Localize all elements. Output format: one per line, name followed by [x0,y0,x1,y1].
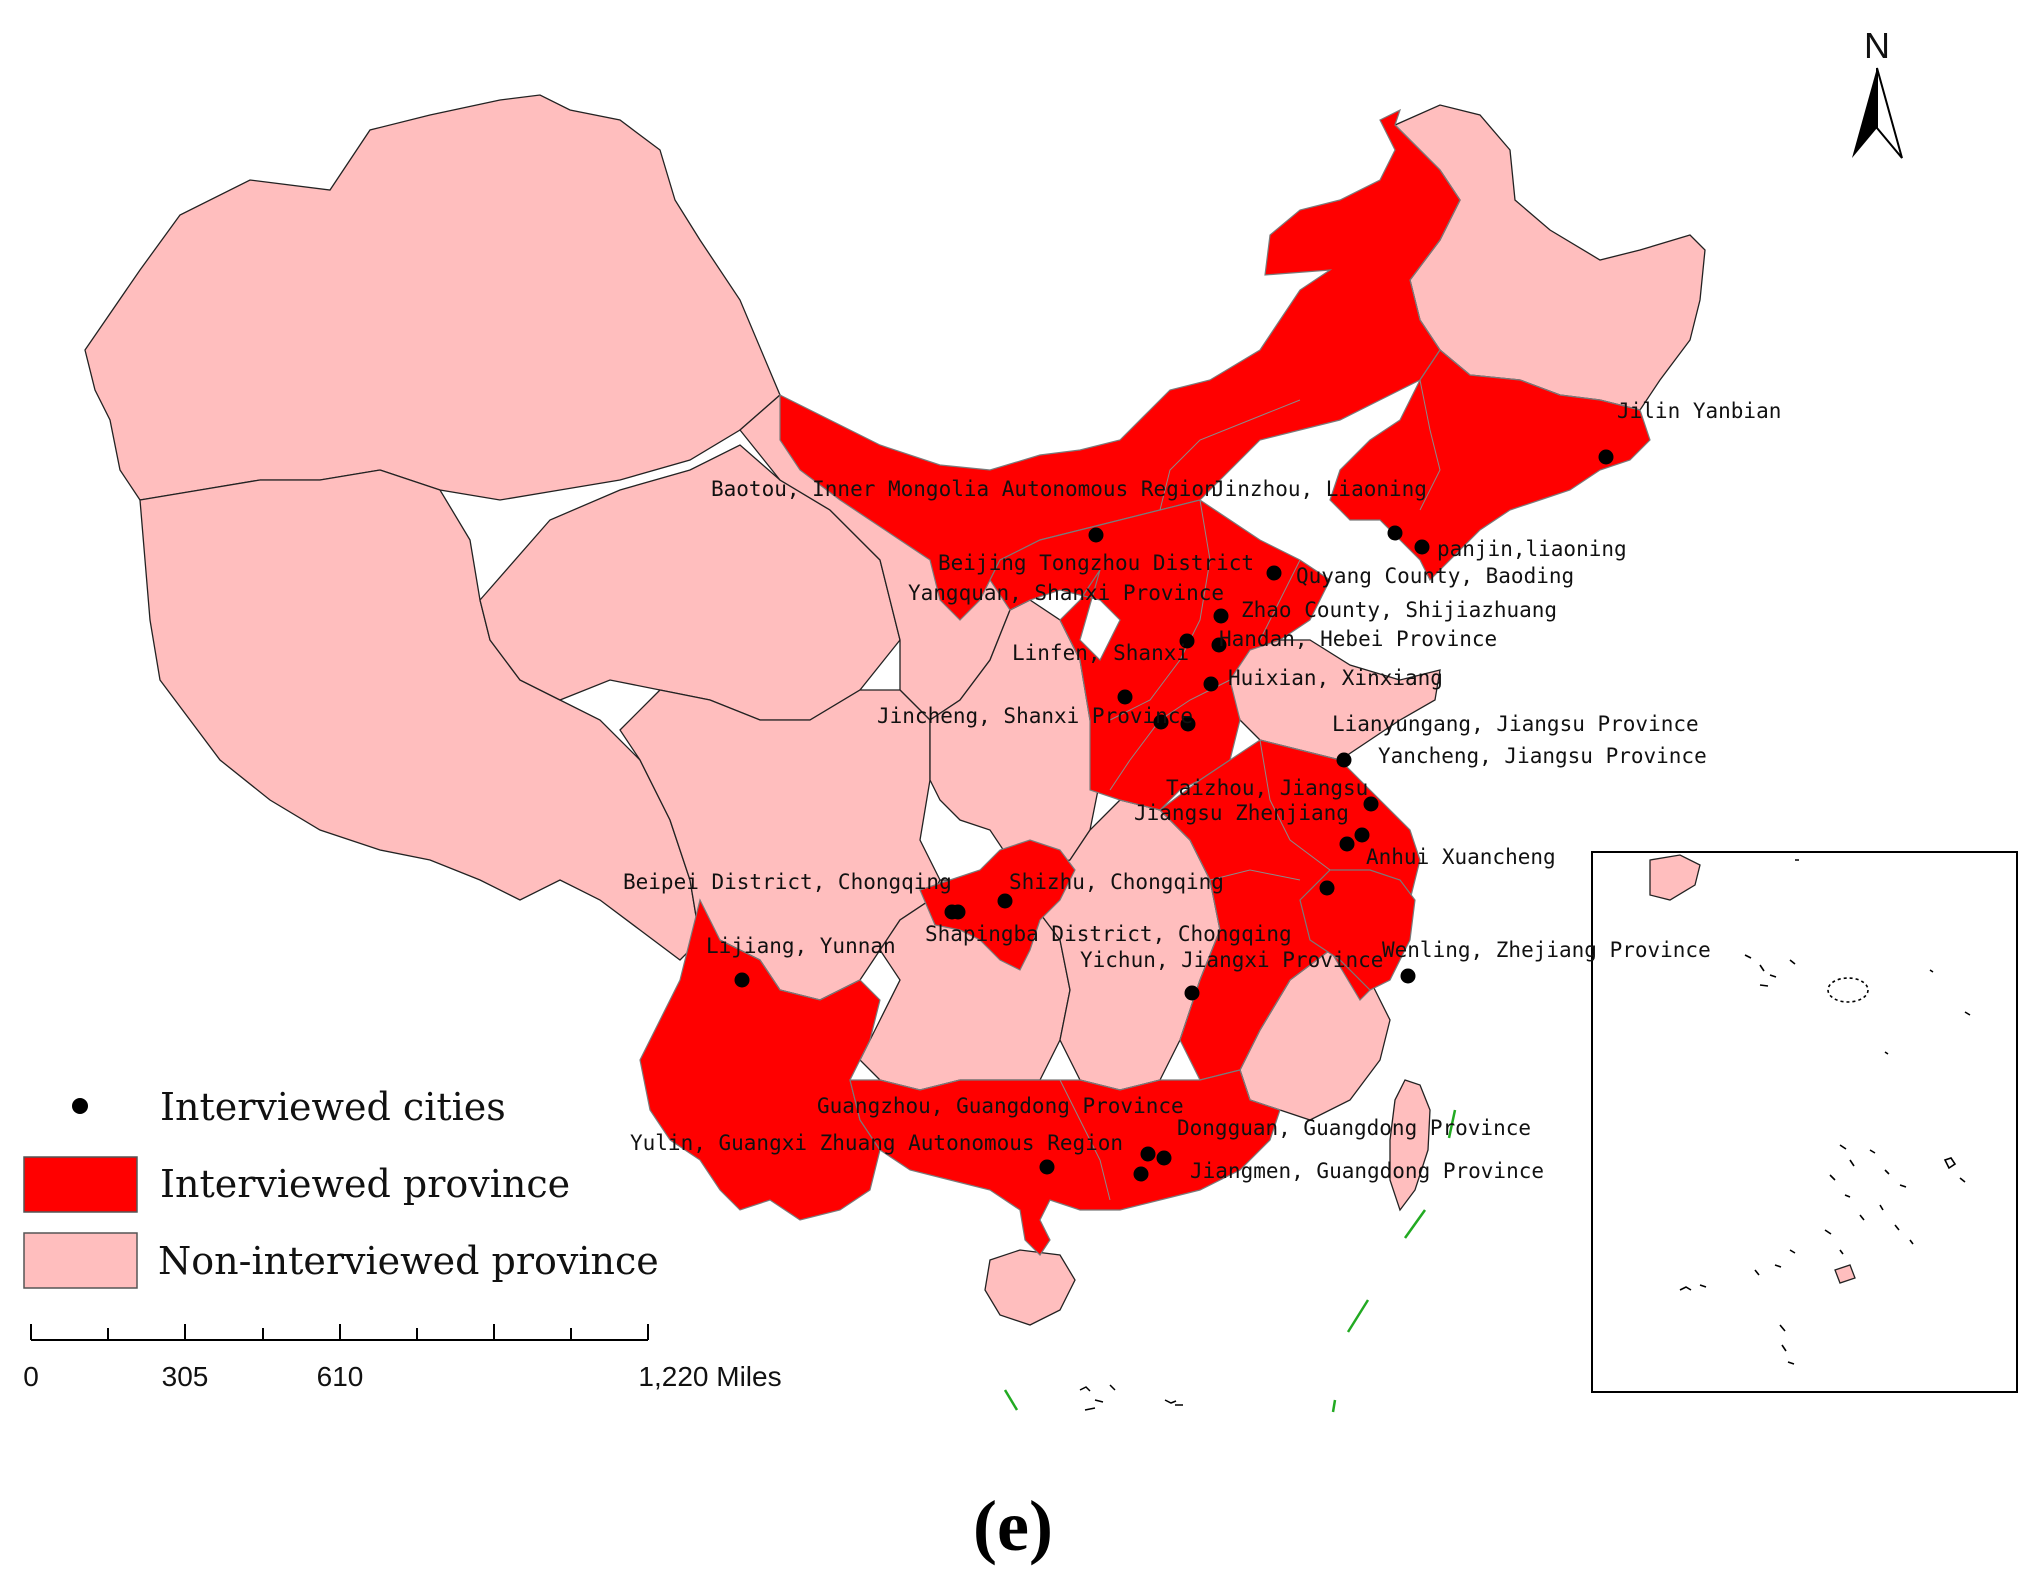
province-inner-mongolia [779,108,1461,621]
city-marker [1184,985,1200,1001]
city-marker [1179,633,1195,649]
city-label: Taizhou, Jiangsu [1166,776,1368,800]
legend-label-non-interviewed: Non-interviewed province [158,1239,659,1283]
city-marker [1400,968,1416,984]
nine-dash-line [1003,1109,1457,1413]
city-marker [1414,539,1430,555]
city-marker [997,893,1013,909]
north-arrow-icon [1852,68,1877,158]
city-marker [1598,449,1614,465]
city-label: Yulin, Guangxi Zhuang Autonomous Region [630,1131,1123,1155]
legend-label-interviewed: Interviewed province [160,1162,570,1206]
legend-swatch-interviewed [23,1156,138,1213]
city-label: Anhui Xuancheng [1366,845,1556,869]
city-label: Jiangmen, Guangdong Province [1190,1159,1544,1183]
legend-label-cities: Interviewed cities [160,1085,506,1129]
south-china-sea-inset [1591,851,2018,1393]
city-label: panjin,liaoning [1437,537,1627,561]
province-jilin-liaoning [1329,349,1651,582]
city-marker [1387,525,1403,541]
city-marker [1088,527,1104,543]
city-label: Yichun, Jiangxi Province [1080,948,1383,972]
province-chongqing [919,839,1076,971]
city-marker [1039,1159,1055,1175]
city-marker [1133,1166,1149,1182]
city-label: Huixian, Xinxiang [1228,666,1443,690]
interviewed-provinces [639,108,1651,1256]
scale-label: 0 [23,1361,39,1392]
north-label: N [1864,25,1890,66]
legend: Interviewed cities Interviewed province … [23,1085,659,1289]
province-shandong [1229,639,1441,761]
city-label: Jiangsu Zhenjiang [1134,801,1349,825]
city-label: Beijing Tongzhou District [938,551,1254,575]
province-yunnan [639,898,881,1221]
city-label: Yangquan, Shanxi Province [908,581,1224,605]
south-sea-islands [1079,1384,1183,1411]
city-label: Shizhu, Chongqing [1009,870,1224,894]
city-label: Handan, Hebei Province [1219,627,1497,651]
city-labels: Jilin Yanbian Baotou, Inner Mongolia Aut… [623,399,1781,1183]
city-label: Yancheng, Jiangsu Province [1378,744,1707,768]
city-label: Dongguan, Guangdong Province [1177,1116,1531,1140]
city-marker [1213,608,1229,624]
city-marker [950,904,966,920]
city-label: Quyang County, Baoding [1296,564,1574,588]
city-markers [734,449,1614,1182]
city-label: Guangzhou, Guangdong Province [817,1094,1184,1118]
legend-swatch-non-interviewed [23,1232,138,1289]
city-label: Wenling, Zhejiang Province [1382,938,1711,962]
city-label: Jincheng, Shanxi Province [877,704,1193,728]
city-marker [1336,752,1352,768]
scale-bar: 0 305 610 1,220 Miles [23,1324,782,1392]
city-marker [1156,1150,1172,1166]
province-guangxi-guangdong [849,1069,1281,1256]
city-marker [1117,689,1133,705]
city-label: Lijiang, Yunnan [706,934,896,958]
province-hainan [984,1249,1076,1326]
city-marker [1180,716,1196,732]
city-marker [1354,827,1370,843]
city-marker [1203,676,1219,692]
city-label: Linfen, Shanxi [1012,641,1189,665]
city-marker [1140,1146,1156,1162]
city-marker [1363,796,1379,812]
city-label: Zhao County, Shijiazhuang [1241,598,1557,622]
city-marker [1339,836,1355,852]
city-marker [1211,637,1227,653]
figure-caption: (e) [973,1486,1053,1566]
scale-label: 1,220 Miles [638,1361,781,1392]
province-xinjiang [84,94,781,501]
city-label: Jinzhou, Liaoning [1212,477,1427,501]
scale-label: 305 [162,1361,209,1392]
city-label: Shapingba District, Chongqing [925,922,1292,946]
city-marker [1319,880,1335,896]
legend-city-marker [72,1098,88,1114]
province-zhejiang [1299,869,1416,991]
province-taiwan [1389,1079,1431,1212]
north-arrow: N [1852,25,1903,159]
city-marker [734,972,750,988]
city-marker [1266,565,1282,581]
city-label: Beipei District, Chongqing [623,870,952,894]
city-label: Jilin Yanbian [1617,399,1781,423]
scale-label: 610 [317,1361,364,1392]
city-label: Lianyungang, Jiangsu Province [1332,712,1699,736]
province-hebei-shanxi-henan [989,499,1331,811]
city-label: Baotou, Inner Mongolia Autonomous Region [711,477,1217,501]
city-marker [1153,714,1169,730]
